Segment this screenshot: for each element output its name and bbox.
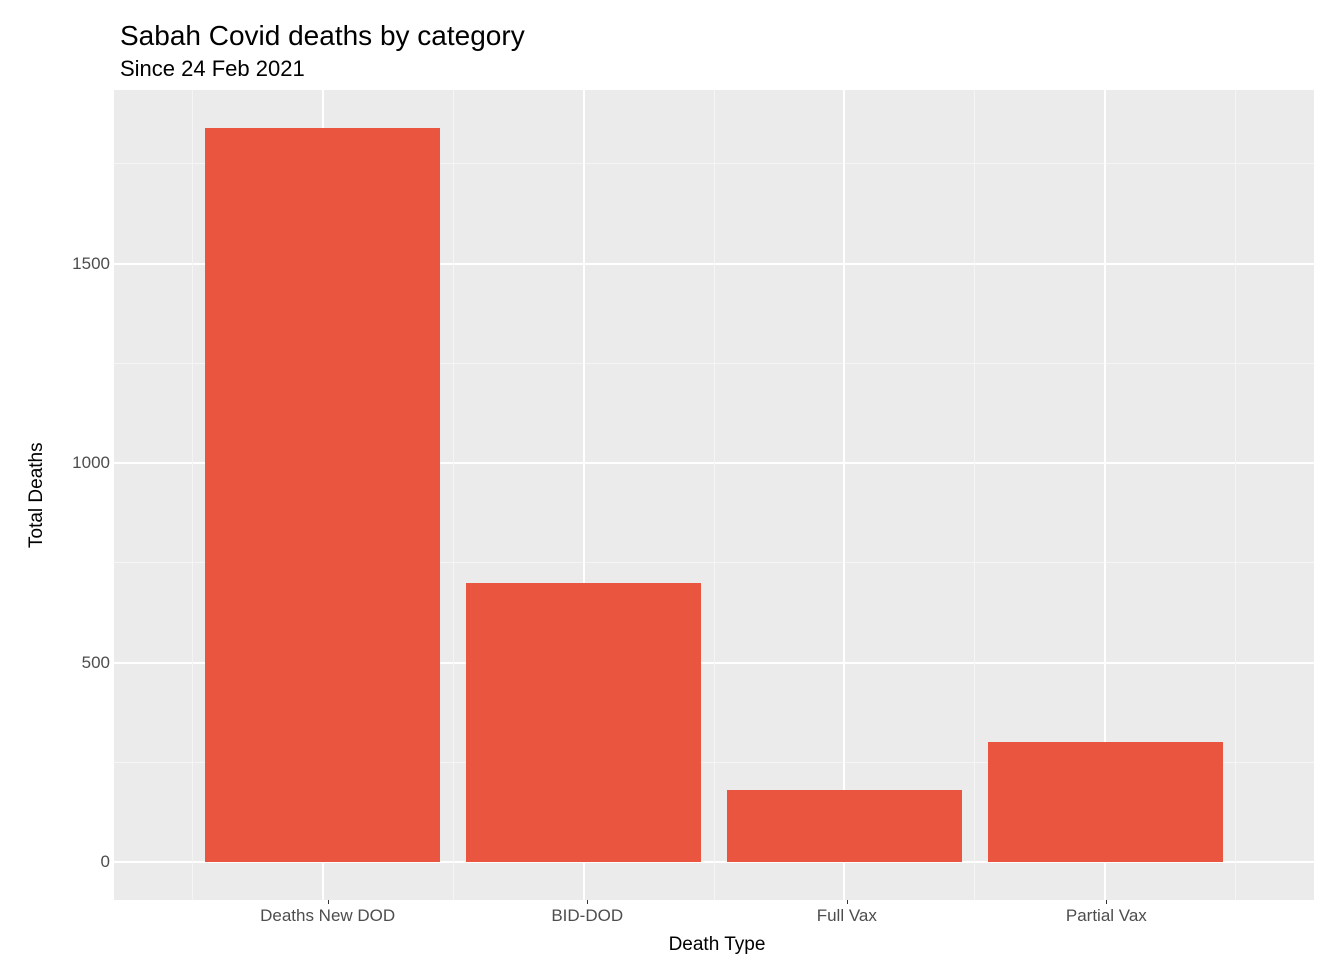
x-tick-label: BID-DOD — [551, 906, 623, 926]
x-axis-row: Deaths New DOD BID-DOD Full Vax Partial Vax — [120, 900, 1314, 930]
chart-title: Sabah Covid deaths by category — [120, 20, 1314, 52]
x-tick-label: Full Vax — [817, 906, 877, 926]
y-axis-title: Total Deaths — [20, 90, 54, 900]
x-tick-label: Deaths New DOD — [260, 906, 395, 926]
x-tick-mark — [587, 900, 588, 904]
bars-layer — [114, 90, 1314, 900]
bar — [988, 742, 1223, 862]
x-tick-mark — [328, 900, 329, 904]
y-tick-label: 500 — [82, 653, 110, 673]
y-tick-label: 0 — [101, 852, 110, 872]
y-tick-label: 1500 — [72, 254, 110, 274]
chart-subtitle: Since 24 Feb 2021 — [120, 56, 1314, 82]
title-block: Sabah Covid deaths by category Since 24 … — [120, 20, 1314, 82]
y-tick-label: 1000 — [72, 453, 110, 473]
bar — [205, 128, 440, 862]
x-axis-title: Death Type — [120, 934, 1314, 956]
bar — [727, 790, 962, 862]
plot-area — [114, 90, 1314, 900]
plot-wrap: Total Deaths 0 500 1000 1500 — [20, 90, 1314, 900]
chart-container: Sabah Covid deaths by category Since 24 … — [0, 0, 1344, 960]
x-tick-label: Partial Vax — [1066, 906, 1147, 926]
y-tick-column: 0 500 1000 1500 — [54, 90, 114, 900]
bar — [466, 583, 701, 862]
x-tick-mark — [847, 900, 848, 904]
x-tick-mark — [1106, 900, 1107, 904]
